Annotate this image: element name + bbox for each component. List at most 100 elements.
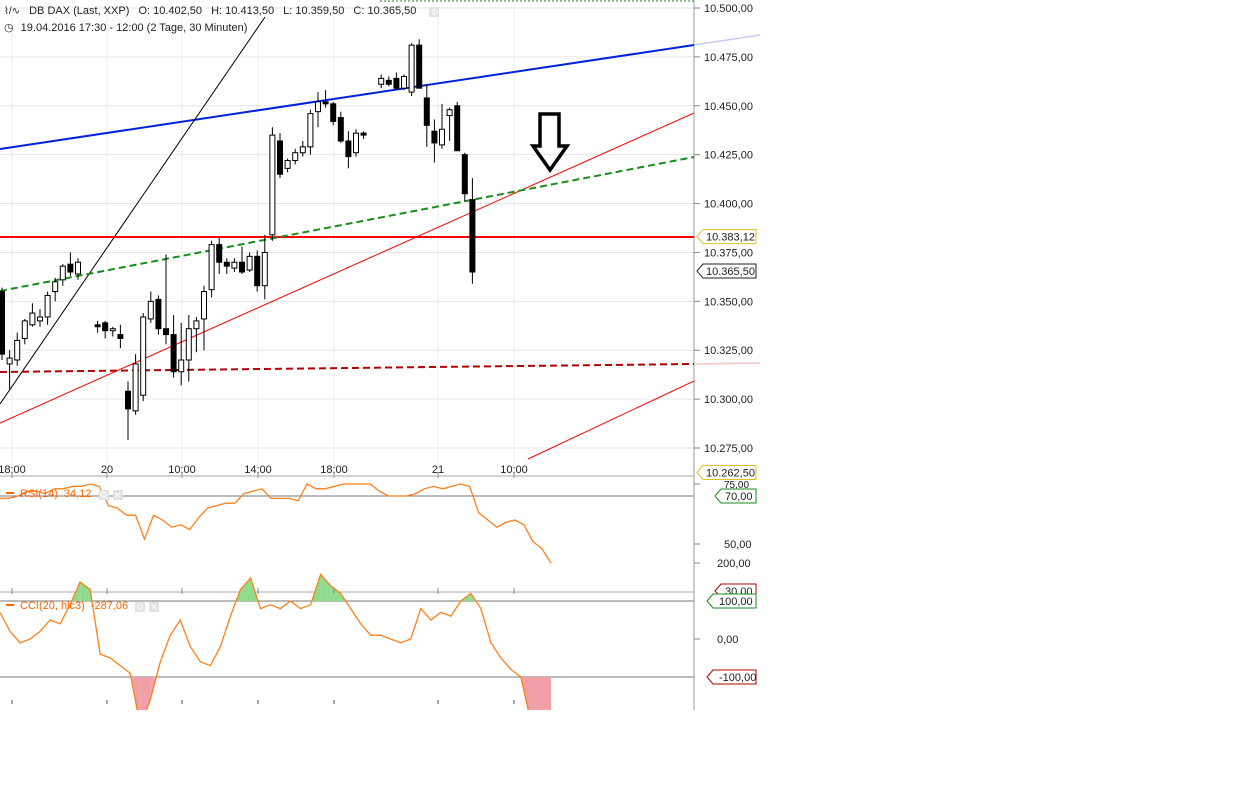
cci-fill-area — [320, 574, 331, 601]
candle-body — [132, 363, 139, 412]
darkred-dashed-extension — [693, 362, 761, 365]
cci-settings-icon[interactable]: ⚙ — [135, 602, 146, 612]
candle-body — [337, 117, 344, 142]
rsi-label: RSI(14) — [20, 488, 58, 500]
high-value: H: 10.413,50 — [211, 5, 275, 17]
candle-body — [385, 79, 392, 85]
candle-body — [52, 281, 59, 293]
cci-color-icon — [6, 604, 14, 606]
stock-chart: 10.500,00 10.475,00 10.450,00 10.425,00 10.4… — [0, 0, 761, 749]
candle-body — [239, 261, 245, 273]
price-marker-label: 10.383,12 — [706, 232, 755, 244]
y-tick-label: 10.450,00 — [704, 101, 753, 113]
close-value: C: 10.365,50 — [353, 5, 417, 17]
red-channel-line — [0, 112, 695, 424]
chart-type-icon[interactable]: ⌇/∿ — [4, 6, 21, 17]
candle-body — [439, 128, 445, 146]
rsi-marker-label: 70,00 — [725, 491, 753, 503]
candle-body — [254, 255, 261, 287]
candle-body — [29, 312, 36, 326]
black-trend-line — [0, 16, 266, 405]
candle-body — [201, 291, 207, 320]
x-tick-label: 18:00 — [0, 464, 26, 476]
candle-body — [67, 263, 74, 273]
candle-body — [155, 298, 162, 330]
rsi-marker-box — [714, 488, 757, 504]
cci-marker-box — [706, 593, 757, 609]
candle-body — [208, 244, 215, 291]
candle-body — [461, 154, 468, 195]
clock-icon: ◷ — [4, 22, 14, 34]
candle-body — [322, 101, 329, 105]
candle-body — [431, 130, 438, 144]
candle-body — [178, 359, 185, 373]
candle-body — [193, 320, 200, 330]
candle-body — [408, 44, 415, 93]
price-marker-label: 10.365,50 — [706, 266, 755, 278]
cci-label: CCI(20, hlc3) — [20, 600, 85, 612]
candle-body — [21, 320, 28, 339]
cci-tick-label: 0,00 — [717, 634, 738, 646]
cci-marker-label: 100,00 — [719, 596, 753, 608]
cci-fill-area — [540, 677, 551, 749]
ohlc-header: ⌇/∿ DB DAX (Last, XXP) O: 10.402,50 H: 1… — [4, 5, 440, 17]
cci-fill-area — [330, 585, 341, 601]
y-tick-label: 10.275,00 — [704, 443, 753, 455]
low-value: L: 10.359,50 — [283, 5, 345, 17]
rsi-settings-icon[interactable]: ⚙ — [98, 490, 109, 500]
symbol-label: DB DAX (Last, XXP) — [29, 5, 130, 17]
down-arrow-annotation — [529, 112, 571, 174]
candle-body — [307, 113, 314, 148]
cci-close-icon[interactable]: ✕ — [149, 602, 160, 612]
green-dashed-line — [0, 156, 695, 292]
candle-body — [216, 244, 223, 263]
rsi-close-icon[interactable]: ✕ — [112, 490, 123, 500]
candle-body — [378, 77, 385, 85]
price-marker-box — [696, 229, 757, 245]
rsi-value: 34,12 — [63, 488, 92, 500]
x-tick-label: 10:00 — [500, 464, 528, 476]
candle-body — [454, 105, 461, 152]
candle-body — [446, 109, 453, 117]
cci-fill-area — [530, 677, 541, 731]
candle-body — [416, 44, 423, 89]
price-marker-box — [696, 464, 757, 480]
rsi-header: RSI(14) 34,12 ⚙ ✕ — [6, 488, 123, 500]
chart-canvas: 10.500,00 10.475,00 10.450,00 10.425,00 10.4… — [0, 0, 761, 749]
candle-body — [261, 251, 268, 287]
period-header: ◷ 19.04.2016 17:30 - 12:00 (2 Tage, 30 M… — [4, 21, 247, 34]
candle-body — [125, 390, 131, 410]
y-tick-label: 10.375,00 — [704, 247, 753, 259]
candle-body — [6, 357, 13, 365]
darkred-dashed-line — [0, 363, 695, 373]
candle-body — [401, 75, 407, 89]
rsi-color-icon — [6, 492, 14, 494]
candle-body — [185, 328, 192, 361]
cci-tick-label: 200,00 — [717, 558, 751, 570]
candle-body — [102, 322, 109, 332]
candle-body — [163, 328, 169, 336]
x-tick-label: 20 — [101, 464, 113, 476]
candle-body — [345, 140, 352, 158]
candle-body — [140, 316, 147, 396]
cci-header: CCI(20, hlc3) -287,06 ⚙ ✕ — [6, 600, 160, 612]
candle-body — [315, 101, 321, 113]
candle-body — [353, 132, 359, 154]
candle-body — [117, 334, 124, 339]
candle-body — [147, 300, 154, 320]
blue-trend-line — [0, 44, 695, 150]
rsi-tick-label: 75,00 — [724, 480, 749, 491]
candle-body — [94, 324, 101, 328]
candle-body — [231, 261, 238, 269]
x-tick-label: 18:00 — [320, 464, 348, 476]
cci-marker-label: -100,00 — [719, 672, 756, 684]
cci-line — [0, 573, 552, 749]
open-value: O: 10.402,50 — [138, 5, 203, 17]
candle-body — [246, 255, 253, 271]
settings-icon[interactable]: ⚙ — [429, 7, 440, 17]
rsi-tick-label: 50,00 — [724, 539, 752, 551]
candle-body — [59, 265, 66, 281]
y-tick-label: 10.500,00 — [704, 3, 753, 15]
candle-body — [109, 328, 116, 332]
candle-body — [269, 134, 276, 236]
